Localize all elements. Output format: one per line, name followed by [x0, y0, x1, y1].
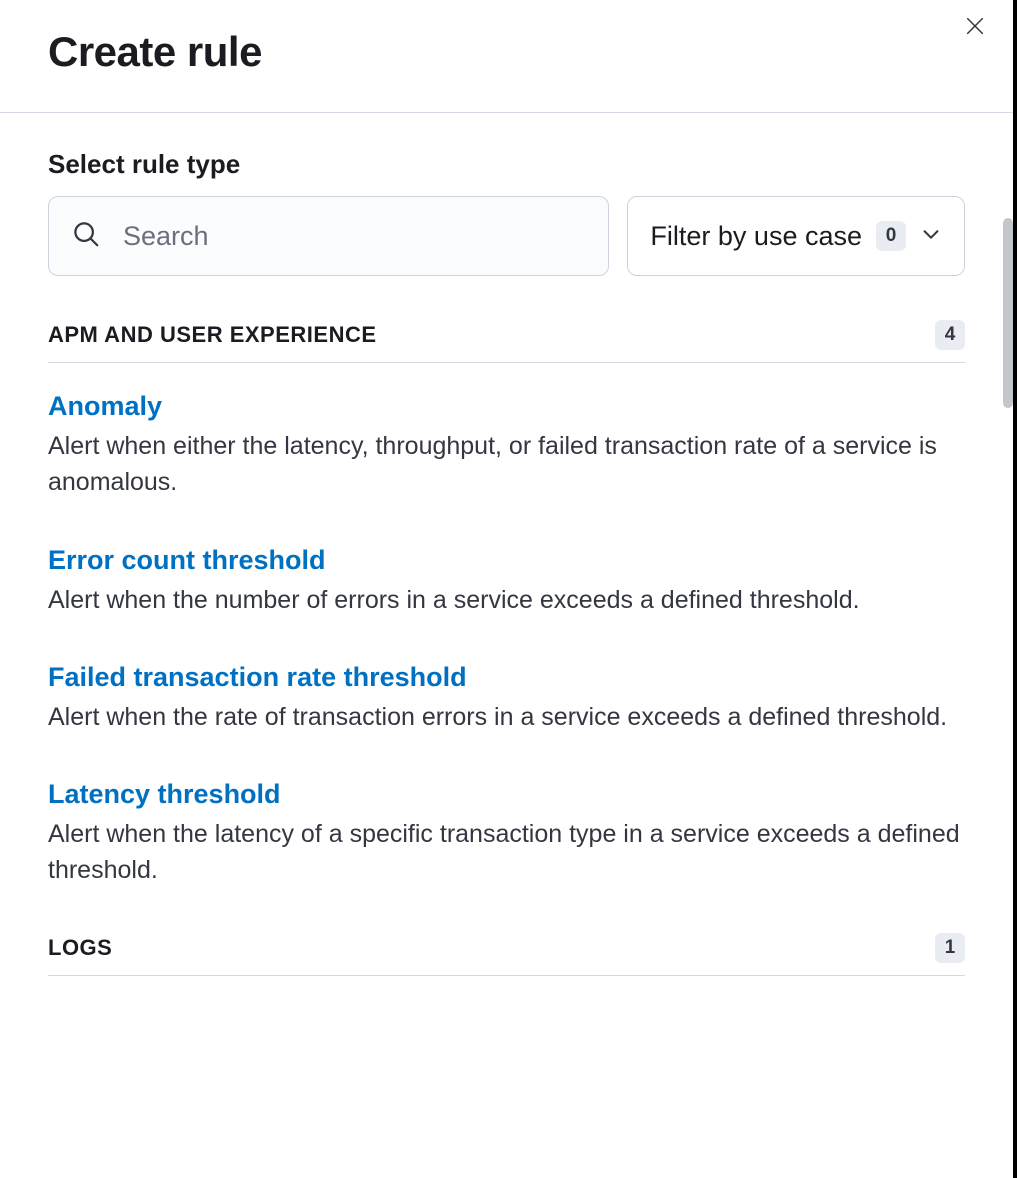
select-rule-type-label: Select rule type: [48, 149, 965, 180]
search-icon: [71, 219, 101, 254]
filter-count-badge: 0: [876, 221, 906, 251]
rule-description: Alert when the number of errors in a ser…: [48, 582, 965, 618]
close-icon: [964, 15, 986, 42]
close-button[interactable]: [961, 14, 989, 42]
rule-item-latency-threshold[interactable]: Latency threshold Alert when the latency…: [48, 779, 965, 889]
category-count-badge: 1: [935, 933, 965, 963]
rule-item-error-count-threshold[interactable]: Error count threshold Alert when the num…: [48, 545, 965, 618]
category-title: APM AND USER EXPERIENCE: [48, 322, 377, 348]
rule-description: Alert when the latency of a specific tra…: [48, 816, 965, 889]
filter-by-use-case-button[interactable]: Filter by use case 0: [627, 196, 965, 276]
create-rule-panel: Create rule Select rule type Filter by u…: [0, 0, 1017, 1178]
rule-title: Latency threshold: [48, 779, 965, 810]
panel-header: Create rule: [0, 0, 1013, 113]
filter-label: Filter by use case: [650, 221, 862, 252]
rule-title: Error count threshold: [48, 545, 965, 576]
controls-row: Filter by use case 0: [48, 196, 965, 276]
category-header-apm: APM AND USER EXPERIENCE 4: [48, 320, 965, 363]
rule-description: Alert when either the latency, throughpu…: [48, 428, 965, 501]
chevron-down-icon: [920, 223, 942, 250]
category-count-badge: 4: [935, 320, 965, 350]
scrollbar-thumb[interactable]: [1003, 218, 1013, 408]
rule-title: Failed transaction rate threshold: [48, 662, 965, 693]
rule-item-failed-transaction-rate-threshold[interactable]: Failed transaction rate threshold Alert …: [48, 662, 965, 735]
search-field-wrapper[interactable]: [48, 196, 609, 276]
rule-description: Alert when the rate of transaction error…: [48, 699, 965, 735]
category-header-logs: LOGS 1: [48, 933, 965, 976]
search-input[interactable]: [123, 221, 586, 252]
page-title: Create rule: [48, 28, 965, 76]
panel-body: Select rule type Filter by use case 0: [0, 113, 1013, 1161]
rule-title: Anomaly: [48, 391, 965, 422]
rule-item-anomaly[interactable]: Anomaly Alert when either the latency, t…: [48, 391, 965, 501]
category-title: LOGS: [48, 935, 112, 961]
